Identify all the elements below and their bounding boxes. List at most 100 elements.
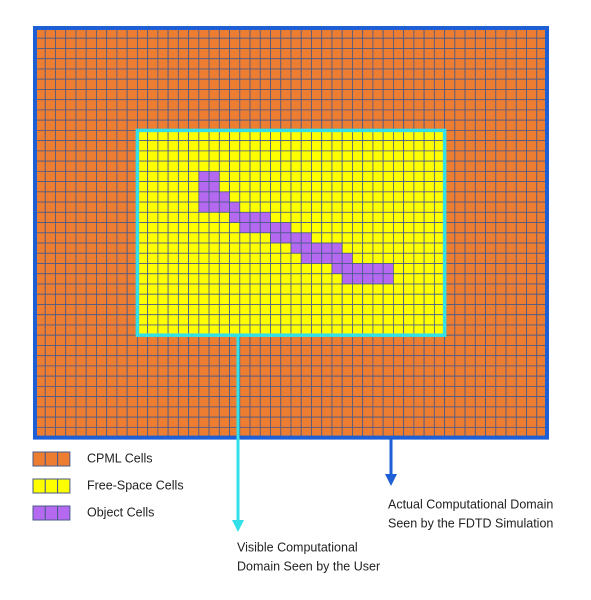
cell — [157, 416, 169, 428]
cell — [290, 211, 302, 223]
cell — [454, 191, 466, 203]
cell — [423, 48, 435, 60]
cell — [239, 37, 251, 49]
cell — [239, 160, 251, 172]
cell — [177, 375, 190, 387]
cell — [229, 58, 241, 70]
cell — [474, 211, 486, 223]
cell — [55, 150, 67, 162]
cell — [157, 191, 169, 203]
cell — [259, 211, 271, 223]
cell — [403, 48, 415, 60]
cell — [485, 334, 497, 346]
cell — [321, 252, 333, 264]
cell — [270, 375, 282, 387]
cell — [372, 345, 384, 357]
cell — [454, 99, 466, 111]
cell — [311, 140, 323, 152]
cell — [177, 314, 190, 326]
cell — [136, 396, 149, 408]
cell — [331, 232, 343, 244]
cell — [311, 396, 323, 408]
cell — [44, 416, 56, 428]
cell — [515, 385, 527, 398]
cell — [423, 160, 435, 172]
cell — [454, 181, 466, 193]
cell — [198, 211, 210, 223]
cell — [423, 365, 435, 377]
cell — [515, 222, 527, 234]
cell — [372, 304, 384, 316]
cell — [96, 68, 108, 80]
cell — [198, 181, 210, 193]
cell — [454, 68, 466, 80]
cell — [495, 181, 507, 193]
cell — [515, 375, 527, 387]
cell — [331, 222, 343, 234]
cell — [259, 252, 271, 264]
cell — [147, 314, 159, 326]
cell — [331, 78, 343, 90]
cell — [44, 345, 56, 357]
cell — [495, 283, 507, 295]
cell — [116, 396, 128, 408]
cell — [485, 304, 497, 316]
cell — [372, 375, 384, 387]
cell — [454, 78, 466, 90]
cell — [485, 119, 497, 131]
cell — [403, 211, 415, 223]
cell — [55, 293, 67, 305]
cell — [464, 252, 476, 264]
cell — [290, 345, 302, 357]
cell — [515, 89, 527, 101]
cell — [362, 273, 374, 285]
cell — [75, 211, 87, 223]
cell — [454, 283, 466, 295]
cell — [515, 293, 527, 305]
cell — [300, 201, 312, 213]
cell — [280, 201, 292, 213]
cell — [423, 283, 435, 295]
cell — [44, 324, 56, 336]
cell — [177, 48, 190, 60]
cell — [321, 406, 333, 418]
cell — [188, 58, 200, 70]
cell — [454, 375, 466, 387]
cell — [136, 78, 149, 90]
cell — [116, 314, 128, 326]
cell — [249, 304, 261, 316]
cell — [65, 191, 77, 203]
cell — [85, 345, 97, 357]
cell — [259, 416, 271, 428]
cell — [55, 170, 67, 183]
cell — [290, 314, 302, 326]
cell — [403, 355, 415, 367]
cell — [474, 355, 486, 367]
cell — [526, 396, 538, 408]
cell — [157, 89, 169, 101]
cell — [96, 170, 108, 183]
cell — [341, 252, 353, 264]
cell — [321, 181, 333, 193]
cell — [147, 48, 159, 60]
cell — [372, 48, 384, 60]
cell — [85, 365, 97, 377]
cell — [259, 140, 271, 152]
cell — [229, 37, 241, 49]
cell — [505, 252, 517, 264]
cell — [85, 181, 97, 193]
cell — [239, 242, 251, 254]
cell — [96, 334, 108, 346]
cell — [495, 89, 507, 101]
cell — [372, 222, 384, 234]
cell — [126, 37, 138, 49]
cell — [382, 273, 394, 285]
cell — [188, 191, 200, 203]
cell — [444, 99, 456, 111]
cell — [433, 109, 445, 121]
cell — [372, 283, 384, 295]
cell — [413, 150, 425, 162]
cell — [403, 78, 415, 90]
cell — [495, 263, 507, 275]
cell — [331, 314, 343, 326]
